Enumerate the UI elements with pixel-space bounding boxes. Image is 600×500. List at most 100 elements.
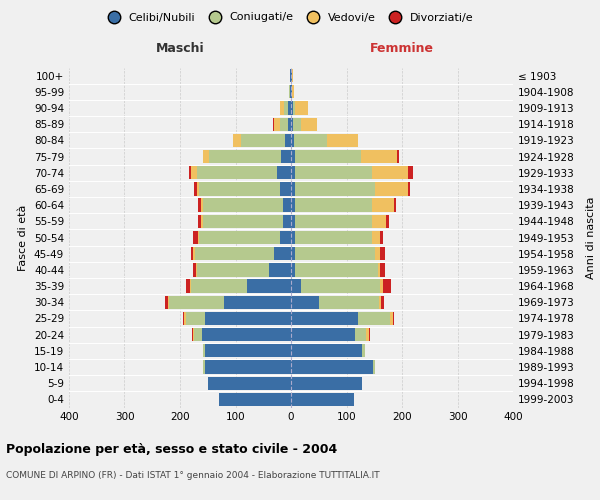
Bar [291,134,294,147]
Bar [372,231,380,244]
Bar [361,150,397,163]
Bar [319,296,379,309]
Bar [191,166,197,179]
Bar [198,214,200,228]
Bar [280,231,291,244]
Bar [200,198,203,212]
Bar [283,198,291,212]
Bar [293,102,295,114]
Bar [291,150,295,163]
Bar [377,263,380,276]
Bar [362,344,365,358]
Bar [281,150,291,163]
Bar [375,247,380,260]
Bar [185,312,205,325]
Bar [247,280,291,292]
Bar [168,296,169,309]
Bar [191,328,193,342]
Bar [368,328,370,342]
Bar [191,280,247,292]
Bar [197,263,269,276]
Bar [293,118,301,131]
Bar [203,214,283,228]
Bar [190,166,191,179]
Bar [277,166,291,179]
Y-axis label: Anni di nascita: Anni di nascita [586,196,596,279]
Bar [380,263,385,276]
Bar [241,134,286,147]
Bar [295,102,308,114]
Bar [379,296,382,309]
Bar [224,296,291,309]
Bar [208,376,291,390]
Bar [292,85,295,98]
Bar [269,263,291,276]
Bar [193,231,198,244]
Bar [408,166,413,179]
Text: Maschi: Maschi [155,42,205,54]
Bar [372,214,386,228]
Bar [291,376,362,390]
Bar [272,118,274,131]
Bar [290,85,291,98]
Bar [355,328,366,342]
Bar [203,360,205,374]
Bar [291,328,355,342]
Bar [203,150,209,163]
Bar [392,312,394,325]
Bar [274,247,291,260]
Bar [280,102,284,114]
Bar [301,118,317,131]
Bar [372,166,408,179]
Bar [373,360,375,374]
Bar [382,296,384,309]
Bar [301,280,380,292]
Bar [380,247,385,260]
Bar [295,198,372,212]
Bar [375,182,408,196]
Bar [295,166,372,179]
Bar [394,198,396,212]
Bar [203,198,283,212]
Y-axis label: Fasce di età: Fasce di età [19,204,28,270]
Bar [169,296,224,309]
Bar [193,263,196,276]
Bar [386,214,389,228]
Bar [295,231,372,244]
Bar [280,118,288,131]
Bar [194,182,197,196]
Text: COMUNE DI ARPINO (FR) - Dati ISTAT 1° gennaio 2004 - Elaborazione TUTTITALIA.IT: COMUNE DI ARPINO (FR) - Dati ISTAT 1° ge… [6,471,380,480]
Bar [294,134,327,147]
Bar [383,280,391,292]
Bar [291,296,319,309]
Bar [291,312,358,325]
Bar [203,344,205,358]
Bar [197,166,277,179]
Text: Femmine: Femmine [370,42,434,54]
Bar [380,280,383,292]
Bar [290,69,291,82]
Bar [197,182,199,196]
Bar [185,280,190,292]
Bar [292,69,293,82]
Bar [284,102,288,114]
Bar [195,247,274,260]
Bar [193,247,195,260]
Bar [291,247,295,260]
Bar [280,182,291,196]
Bar [291,393,354,406]
Bar [366,328,368,342]
Bar [291,344,362,358]
Bar [205,344,291,358]
Bar [190,280,191,292]
Bar [194,328,202,342]
Bar [200,214,203,228]
Bar [291,182,295,196]
Bar [286,134,291,147]
Bar [202,328,291,342]
Bar [291,263,295,276]
Bar [291,102,293,114]
Bar [191,247,193,260]
Bar [198,231,199,244]
Bar [199,231,280,244]
